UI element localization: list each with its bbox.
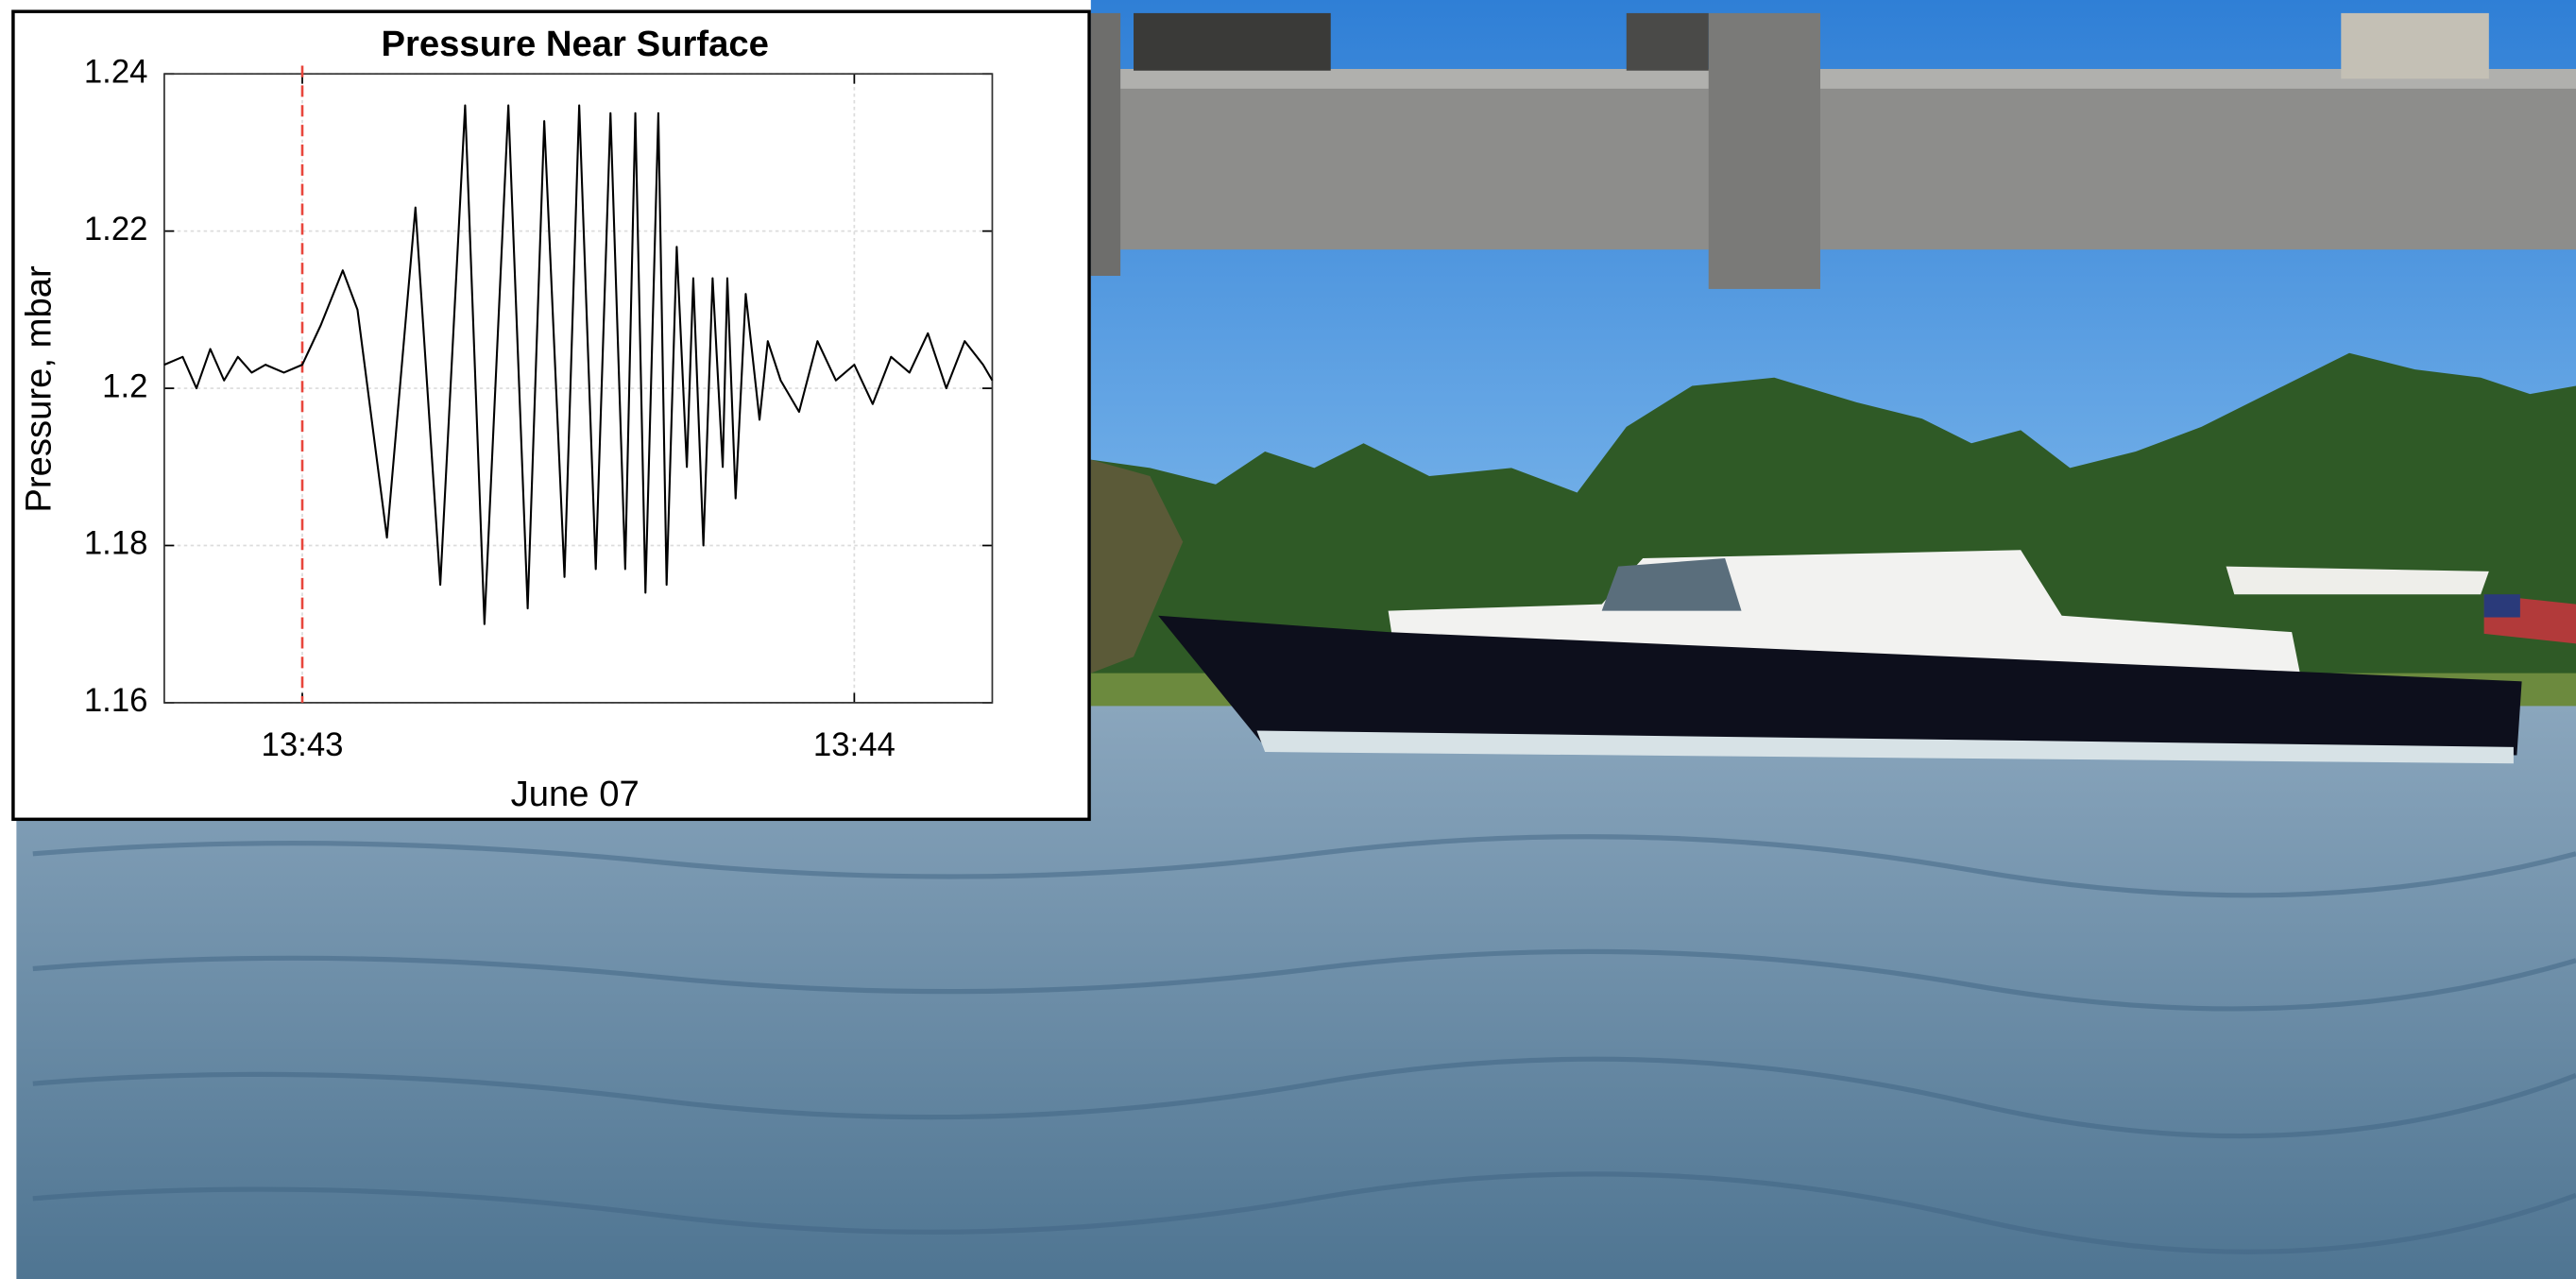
x-tick-label: 13:44 — [813, 727, 896, 763]
x-tick-label: 13:43 — [261, 727, 343, 763]
y-axis-label: Pressure, mbar — [19, 265, 60, 513]
y-tick-label: 1.16 — [84, 683, 148, 719]
inset-frame — [13, 11, 1089, 819]
chart-inset: Pressure Near Surface June 07 Pressure, … — [13, 11, 1089, 819]
chart-title: Pressure Near Surface — [381, 24, 768, 64]
x-axis-label: June 07 — [511, 774, 640, 814]
y-tick-label: 1.22 — [84, 212, 148, 247]
y-tick-label: 1.24 — [84, 54, 148, 90]
y-tick-label: 1.18 — [84, 526, 148, 562]
y-tick-label: 1.2 — [102, 368, 147, 404]
screenshot: Pressure Near Surface June 07 Pressure, … — [0, 0, 2576, 1279]
page: Pressure Near Surface June 07 Pressure, … — [0, 0, 2576, 1279]
